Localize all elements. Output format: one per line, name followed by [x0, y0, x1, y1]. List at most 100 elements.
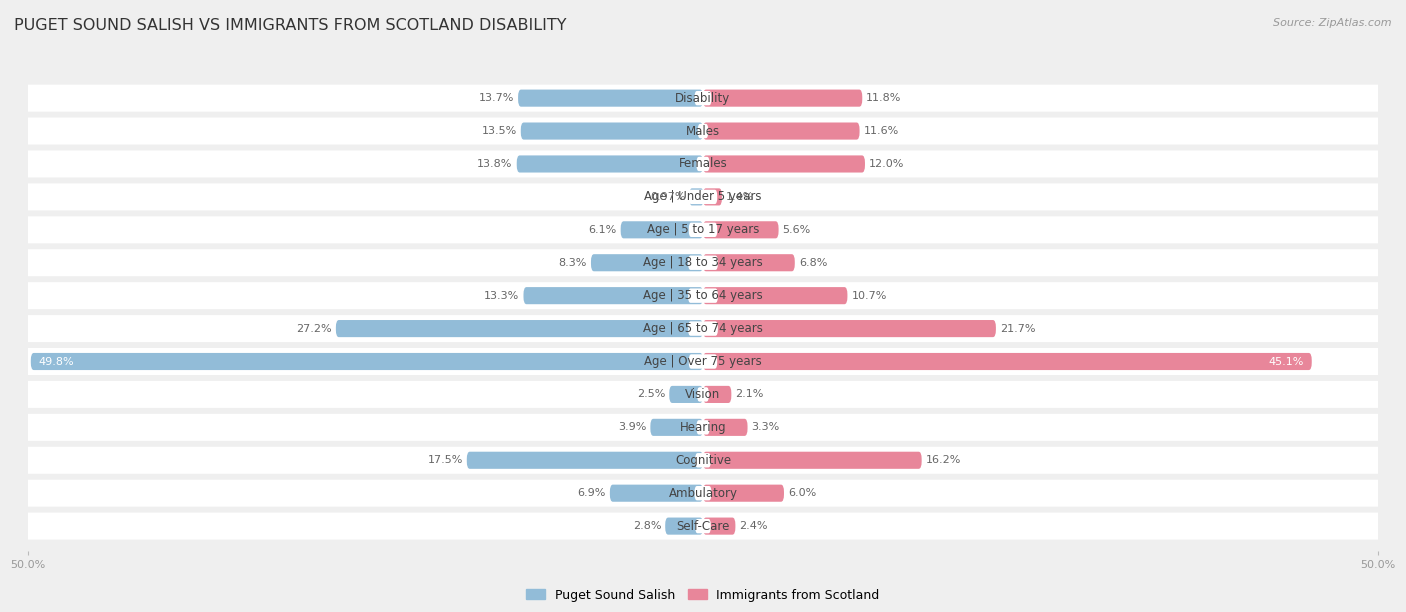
FancyBboxPatch shape — [651, 419, 703, 436]
FancyBboxPatch shape — [31, 353, 703, 370]
Text: 5.6%: 5.6% — [783, 225, 811, 235]
Text: 13.8%: 13.8% — [477, 159, 513, 169]
FancyBboxPatch shape — [665, 518, 703, 535]
Legend: Puget Sound Salish, Immigrants from Scotland: Puget Sound Salish, Immigrants from Scot… — [522, 584, 884, 606]
FancyBboxPatch shape — [669, 386, 703, 403]
FancyBboxPatch shape — [8, 249, 1398, 276]
FancyBboxPatch shape — [8, 315, 1398, 342]
FancyBboxPatch shape — [703, 419, 748, 436]
FancyBboxPatch shape — [703, 485, 785, 502]
Text: 8.3%: 8.3% — [558, 258, 586, 267]
Text: Disability: Disability — [675, 92, 731, 105]
Text: Cognitive: Cognitive — [675, 453, 731, 467]
FancyBboxPatch shape — [8, 447, 1398, 474]
FancyBboxPatch shape — [8, 118, 1398, 144]
FancyBboxPatch shape — [695, 91, 711, 105]
Text: 45.1%: 45.1% — [1268, 357, 1303, 367]
FancyBboxPatch shape — [688, 256, 718, 270]
Text: 2.4%: 2.4% — [740, 521, 768, 531]
Text: Source: ZipAtlas.com: Source: ZipAtlas.com — [1274, 18, 1392, 28]
FancyBboxPatch shape — [8, 84, 1398, 111]
Text: 6.9%: 6.9% — [578, 488, 606, 498]
Text: Age | 18 to 34 years: Age | 18 to 34 years — [643, 256, 763, 269]
Text: Self-Care: Self-Care — [676, 520, 730, 532]
FancyBboxPatch shape — [8, 151, 1398, 177]
FancyBboxPatch shape — [690, 188, 703, 206]
Text: 17.5%: 17.5% — [427, 455, 463, 465]
FancyBboxPatch shape — [8, 216, 1398, 244]
FancyBboxPatch shape — [703, 353, 1312, 370]
FancyBboxPatch shape — [703, 518, 735, 535]
Text: 13.5%: 13.5% — [481, 126, 517, 136]
FancyBboxPatch shape — [703, 155, 865, 173]
FancyBboxPatch shape — [688, 288, 718, 303]
FancyBboxPatch shape — [703, 89, 862, 106]
Text: 27.2%: 27.2% — [297, 324, 332, 334]
FancyBboxPatch shape — [703, 122, 859, 140]
FancyBboxPatch shape — [695, 486, 711, 501]
Text: 13.7%: 13.7% — [478, 93, 515, 103]
Text: 3.9%: 3.9% — [617, 422, 647, 432]
FancyBboxPatch shape — [8, 414, 1398, 441]
Text: 2.8%: 2.8% — [633, 521, 661, 531]
FancyBboxPatch shape — [8, 381, 1398, 408]
FancyBboxPatch shape — [610, 485, 703, 502]
Text: Hearing: Hearing — [679, 421, 727, 434]
Text: 2.1%: 2.1% — [735, 389, 763, 400]
FancyBboxPatch shape — [467, 452, 703, 469]
Text: 6.1%: 6.1% — [588, 225, 617, 235]
FancyBboxPatch shape — [703, 386, 731, 403]
Text: 16.2%: 16.2% — [925, 455, 962, 465]
Text: 11.8%: 11.8% — [866, 93, 901, 103]
FancyBboxPatch shape — [689, 354, 717, 368]
FancyBboxPatch shape — [689, 223, 717, 237]
Text: 11.6%: 11.6% — [863, 126, 898, 136]
FancyBboxPatch shape — [695, 519, 711, 533]
FancyBboxPatch shape — [697, 387, 709, 401]
FancyBboxPatch shape — [8, 282, 1398, 309]
Text: Females: Females — [679, 157, 727, 171]
Text: Ambulatory: Ambulatory — [668, 487, 738, 499]
FancyBboxPatch shape — [703, 222, 779, 239]
FancyBboxPatch shape — [696, 420, 710, 435]
Text: 10.7%: 10.7% — [852, 291, 887, 300]
Text: 1.4%: 1.4% — [725, 192, 755, 202]
Text: 49.8%: 49.8% — [39, 357, 75, 367]
FancyBboxPatch shape — [591, 254, 703, 271]
FancyBboxPatch shape — [620, 222, 703, 239]
Text: PUGET SOUND SALISH VS IMMIGRANTS FROM SCOTLAND DISABILITY: PUGET SOUND SALISH VS IMMIGRANTS FROM SC… — [14, 18, 567, 34]
FancyBboxPatch shape — [336, 320, 703, 337]
FancyBboxPatch shape — [517, 89, 703, 106]
Text: 6.8%: 6.8% — [799, 258, 827, 267]
Text: Males: Males — [686, 125, 720, 138]
FancyBboxPatch shape — [696, 157, 710, 171]
Text: 13.3%: 13.3% — [484, 291, 519, 300]
Text: 0.97%: 0.97% — [651, 192, 686, 202]
Text: 12.0%: 12.0% — [869, 159, 904, 169]
FancyBboxPatch shape — [703, 287, 848, 304]
FancyBboxPatch shape — [8, 513, 1398, 540]
FancyBboxPatch shape — [695, 453, 711, 468]
Text: 21.7%: 21.7% — [1000, 324, 1035, 334]
FancyBboxPatch shape — [520, 122, 703, 140]
Text: 6.0%: 6.0% — [787, 488, 817, 498]
Text: Age | Under 5 years: Age | Under 5 years — [644, 190, 762, 203]
Text: Age | Over 75 years: Age | Over 75 years — [644, 355, 762, 368]
FancyBboxPatch shape — [703, 320, 995, 337]
Text: Age | 5 to 17 years: Age | 5 to 17 years — [647, 223, 759, 236]
FancyBboxPatch shape — [703, 188, 721, 206]
FancyBboxPatch shape — [703, 254, 794, 271]
FancyBboxPatch shape — [688, 321, 718, 336]
FancyBboxPatch shape — [8, 480, 1398, 507]
Text: Age | 65 to 74 years: Age | 65 to 74 years — [643, 322, 763, 335]
FancyBboxPatch shape — [697, 124, 709, 138]
FancyBboxPatch shape — [703, 452, 922, 469]
FancyBboxPatch shape — [689, 190, 717, 204]
FancyBboxPatch shape — [523, 287, 703, 304]
Text: Age | 35 to 64 years: Age | 35 to 64 years — [643, 289, 763, 302]
Text: Vision: Vision — [685, 388, 721, 401]
Text: 3.3%: 3.3% — [752, 422, 780, 432]
Text: 2.5%: 2.5% — [637, 389, 665, 400]
FancyBboxPatch shape — [517, 155, 703, 173]
FancyBboxPatch shape — [8, 348, 1398, 375]
